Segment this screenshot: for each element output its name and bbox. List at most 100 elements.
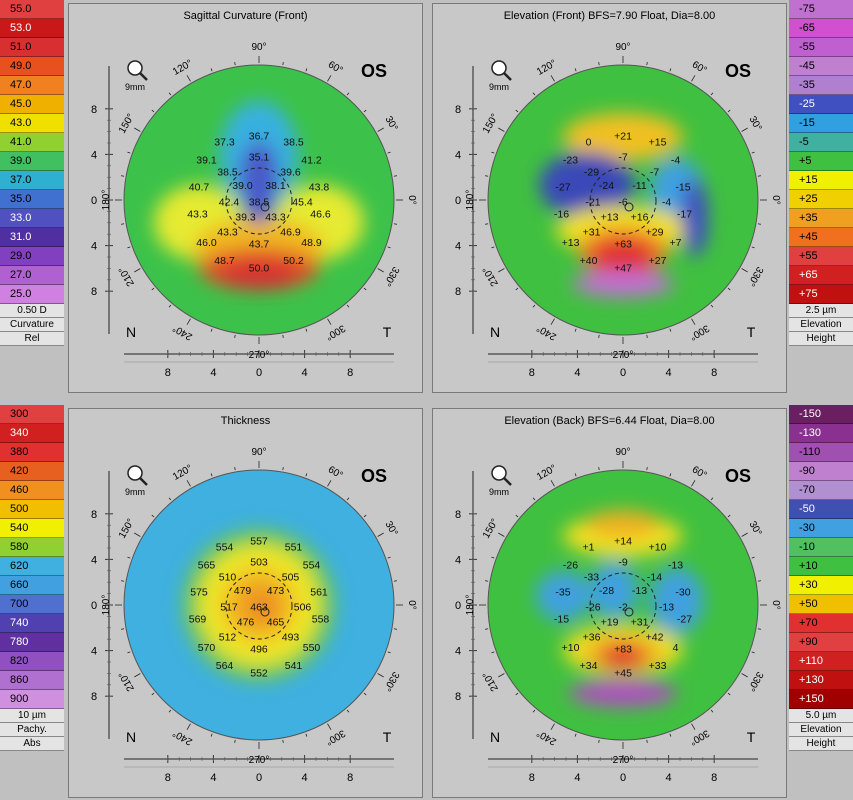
scale-value: 660	[0, 576, 64, 595]
map-value-label: +83	[614, 644, 632, 656]
zoom-magnifier-icon[interactable]	[127, 465, 148, 486]
sagittal-curvature-front-map[interactable]: Sagittal Curvature (Front) 8 4 0 4 8 8 4 0 4 8 90°…	[68, 3, 423, 393]
y-tick-label: 4	[455, 149, 461, 161]
zoom-magnifier-icon[interactable]	[491, 60, 512, 81]
y-tick-label: 8	[455, 104, 461, 116]
angle-label: 60°	[690, 59, 709, 76]
angle-label: 180°	[101, 190, 112, 211]
scale-value: -65	[789, 19, 853, 38]
map-title: Elevation (Back) BFS=6.44 Float, Dia=8.0…	[504, 415, 715, 427]
map-value-label: -28	[599, 585, 614, 597]
angle-label: 120°	[171, 58, 194, 78]
map-value-label: 50.0	[249, 263, 270, 275]
map-value-label: 42.4	[219, 197, 240, 209]
angle-label: 240°	[171, 322, 194, 342]
scale-value: -55	[789, 38, 853, 57]
map-canvas: 8 4 0 4 8 8 4 0 4 8 90° 60° 30° 0° 330° 300° 270° 240° 210…	[91, 42, 417, 379]
angle-label: 60°	[326, 464, 345, 481]
scale-value: 860	[0, 671, 64, 690]
color-map	[124, 470, 394, 740]
map-value-label: 39.3	[235, 212, 256, 224]
map-value-label: 43.3	[187, 209, 208, 221]
map-value-label: -7	[618, 152, 627, 164]
elevation-front-map[interactable]: Elevation (Front) BFS=7.90 Float, Dia=8.…	[432, 3, 787, 393]
scale-value: 420	[0, 462, 64, 481]
map-value-label: 0	[586, 137, 592, 149]
map-value-label: 496	[250, 644, 268, 656]
angle-label: 300°	[688, 322, 711, 342]
map-value-label: 473	[267, 585, 285, 597]
map-value-label: 554	[303, 560, 321, 572]
scale-value: 33.0	[0, 209, 64, 228]
zoom-magnifier-icon[interactable]	[127, 60, 148, 81]
x-tick-label: 8	[165, 367, 171, 379]
scale-value: 620	[0, 557, 64, 576]
scale-value: 39.0	[0, 152, 64, 171]
scale-value: -10	[789, 538, 853, 557]
elevation-back-map[interactable]: Elevation (Back) BFS=6.44 Float, Dia=8.0…	[432, 408, 787, 798]
angle-label: 240°	[535, 727, 558, 747]
map-value-label: 43.7	[249, 239, 270, 251]
map-value-label: +21	[614, 131, 632, 143]
nasal-label: N	[126, 324, 136, 340]
y-tick-label: 0	[91, 195, 97, 207]
scale-value: 740	[0, 614, 64, 633]
nasal-label: N	[126, 729, 136, 745]
y-tick-label: 4	[91, 554, 97, 566]
scale-value: -5	[789, 133, 853, 152]
map-value-label: 558	[312, 614, 330, 626]
map-value-label: -9	[618, 557, 627, 569]
y-tick-label: 0	[455, 195, 461, 207]
map-value-label: -33	[584, 572, 599, 584]
x-tick-label: 4	[666, 367, 672, 379]
map-value-label: 46.6	[310, 209, 331, 221]
map-value-label: -7	[650, 167, 659, 179]
y-tick-label: 4	[455, 646, 461, 658]
x-tick-label: 8	[711, 772, 717, 784]
scale-step-label: 0.50 D	[0, 304, 64, 318]
zoom-magnifier-icon[interactable]	[491, 465, 512, 486]
scale-value: +10	[789, 557, 853, 576]
x-tick-label: 4	[574, 772, 580, 784]
map-value-label: 43.3	[217, 227, 238, 239]
scale-value: 55.0	[0, 0, 64, 19]
map-value-label: 465	[267, 617, 285, 629]
scale-value: -30	[789, 519, 853, 538]
scale-value: +110	[789, 652, 853, 671]
map-value-label: -17	[677, 209, 692, 221]
angle-label: 0°	[770, 195, 781, 205]
map-value-label: 39.6	[280, 167, 301, 179]
angle-label: 210°	[117, 265, 137, 288]
map-value-label: +31	[583, 227, 601, 239]
map-value-label: -13	[632, 585, 647, 597]
angle-label: 120°	[535, 58, 558, 78]
scale-value: 47.0	[0, 76, 64, 95]
y-tick-label: 8	[91, 104, 97, 116]
color-map	[488, 470, 758, 740]
scale-value: -110	[789, 443, 853, 462]
map-value-label: 4	[673, 642, 679, 654]
angle-label: 300°	[324, 322, 347, 342]
x-tick-label: 0	[256, 772, 262, 784]
map-value-label: +10	[649, 542, 667, 554]
scale-value: 700	[0, 595, 64, 614]
angle-label: 150°	[117, 517, 137, 540]
angle-label: 90°	[251, 447, 266, 458]
scale-value: 27.0	[0, 266, 64, 285]
map-value-label: 561	[310, 587, 328, 599]
x-tick-label: 4	[302, 772, 308, 784]
scale-value: 31.0	[0, 228, 64, 247]
map-value-label: 38.1	[265, 180, 286, 192]
scale-mode-label: Height	[789, 332, 853, 346]
map-value-label: 46.9	[280, 227, 301, 239]
x-tick-label: 0	[620, 367, 626, 379]
map-title: Sagittal Curvature (Front)	[183, 10, 308, 22]
scale-value: 29.0	[0, 247, 64, 266]
map-value-label: +34	[580, 660, 598, 672]
scale-value: +65	[789, 266, 853, 285]
map-value-label: +10	[562, 642, 580, 654]
thickness-map[interactable]: Thickness 8 4 0 4 8 8 4 0 4 8 90° 60° 30° 0° 330° 300° 2…	[68, 408, 423, 798]
map-value-label: -14	[647, 572, 662, 584]
map-value-label: 48.7	[214, 255, 235, 267]
map-value-label: 48.9	[301, 237, 322, 249]
